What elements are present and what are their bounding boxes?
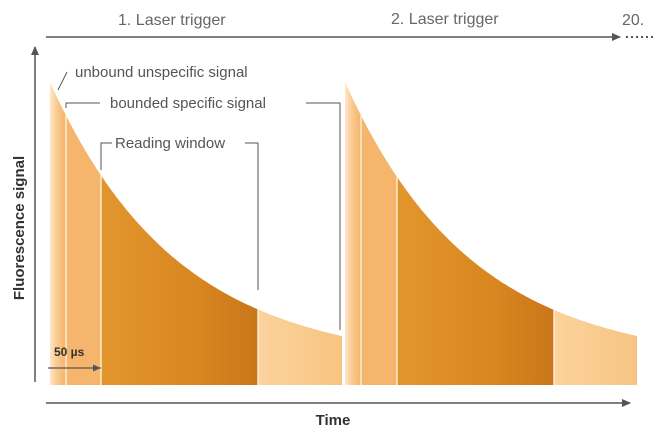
second-pulse-tail-region: [554, 309, 637, 385]
reading-window-bracket-right: [245, 142, 259, 290]
reading-window-bracket-left: [100, 142, 112, 170]
bounded-leader-line: [65, 102, 100, 108]
first-pulse-delay-region: [66, 115, 101, 386]
decay-pulses: [50, 82, 637, 386]
last-trigger-label: 20.: [622, 12, 644, 29]
unbound-signal-label: unbound unspecific signal: [75, 64, 248, 81]
unbound-leader-line: [57, 71, 68, 91]
reading-window-label: Reading window: [115, 135, 225, 152]
second-pulse-reading-window: [397, 176, 554, 385]
first-pulse-tail-region: [258, 309, 342, 385]
y-axis-title: Fluorescence signal: [11, 156, 28, 300]
second-trigger-label: 2. Laser trigger: [391, 11, 499, 28]
second-pulse-delay-region: [361, 115, 397, 386]
first-trigger-label: 1. Laser trigger: [118, 12, 226, 29]
bounded-signal-label: bounded specific signal: [110, 95, 266, 112]
bounded-leader-right: [306, 102, 341, 330]
x-axis-title: Time: [316, 412, 351, 429]
first-pulse-reading-window: [101, 175, 258, 385]
second-pulse-unbound-region: [345, 82, 361, 385]
delay-label: 50 µs: [54, 345, 85, 359]
first-pulse-unbound-region: [50, 82, 66, 385]
